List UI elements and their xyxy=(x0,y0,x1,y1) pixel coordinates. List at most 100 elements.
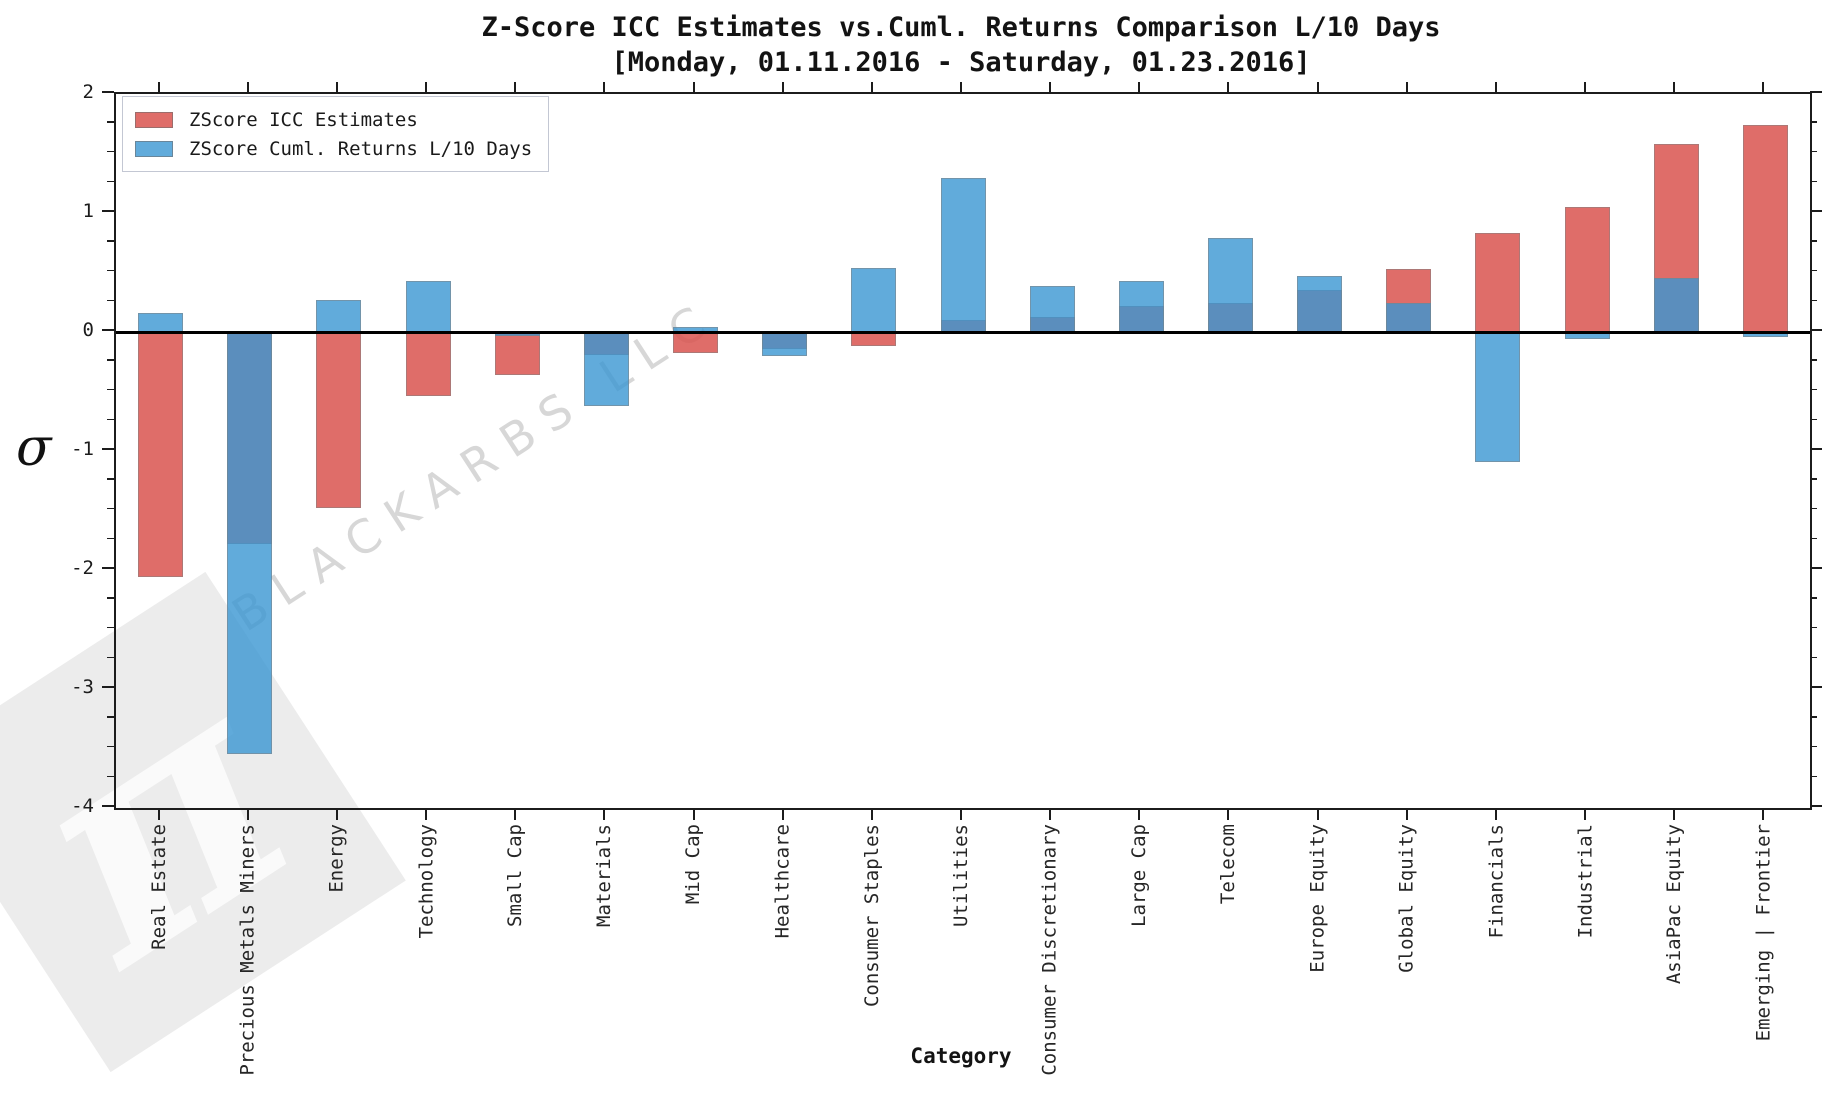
legend-item-returns: ZScore Cuml. Returns L/10 Days xyxy=(135,134,532,163)
x-tick xyxy=(1673,82,1676,92)
x-category-label: Energy xyxy=(325,824,348,893)
x-tick xyxy=(335,82,338,92)
x-tick xyxy=(1405,810,1408,820)
x-tick xyxy=(425,810,428,820)
bar-ret-9 xyxy=(940,178,986,332)
x-category-label: Healthcare xyxy=(771,824,794,939)
bar-ret-13 xyxy=(1297,276,1343,332)
bar-icc-8 xyxy=(851,332,897,347)
legend-label-icc: ZScore ICC Estimates xyxy=(189,108,418,131)
x-category-label: Mid Cap xyxy=(682,824,705,905)
bar-ret-11 xyxy=(1118,280,1164,332)
y-major-tick xyxy=(1810,210,1822,212)
y-minor-tick xyxy=(1810,269,1817,272)
x-tick xyxy=(692,810,695,820)
y-minor-tick xyxy=(1810,537,1817,539)
y-minor-tick xyxy=(1810,359,1817,361)
x-tick xyxy=(1584,82,1587,92)
x-category-label: Precious Metals Miners xyxy=(236,824,259,1076)
y-minor-tick xyxy=(1810,507,1817,510)
x-tick xyxy=(1049,82,1052,92)
x-tick xyxy=(960,82,962,92)
bar-ret-3 xyxy=(405,280,451,332)
y-major-tick xyxy=(1810,686,1822,688)
y-minor-tick xyxy=(1810,597,1817,599)
y-major-tick xyxy=(102,91,114,93)
chart-title-line1: Z-Score ICC Estimates vs.Cuml. Returns C… xyxy=(481,12,1441,43)
x-tick xyxy=(157,82,160,92)
y-tick-label: -1 xyxy=(71,438,94,460)
bar-icc-4 xyxy=(494,332,540,375)
x-tick xyxy=(781,810,784,820)
x-category-label: Consumer Staples xyxy=(860,824,883,1008)
x-tick xyxy=(603,810,606,820)
bar-icc-18 xyxy=(1742,124,1788,332)
y-minor-tick xyxy=(107,388,114,391)
y-tick-label: -4 xyxy=(71,795,94,817)
bar-icc-6 xyxy=(673,332,719,354)
y-major-tick xyxy=(102,210,114,212)
x-axis-title: Category xyxy=(910,1044,1012,1068)
x-tick xyxy=(1584,810,1587,820)
y-major-tick xyxy=(102,805,114,807)
x-tick xyxy=(514,82,517,92)
x-tick xyxy=(1227,82,1230,92)
x-tick xyxy=(246,810,249,820)
x-category-label: AsiaPac Equity xyxy=(1663,824,1686,985)
bar-ret-8 xyxy=(851,267,897,332)
y-minor-tick xyxy=(107,359,114,361)
legend-item-icc: ZScore ICC Estimates xyxy=(135,105,532,134)
y-minor-tick xyxy=(1810,299,1817,301)
y-axis-title: σ xyxy=(16,418,52,478)
y-minor-tick xyxy=(1810,418,1817,420)
y-minor-tick xyxy=(1810,656,1817,658)
y-minor-tick xyxy=(107,775,114,777)
x-category-label: Large Cap xyxy=(1128,824,1151,927)
y-major-tick xyxy=(1810,448,1822,450)
x-category-label: Financials xyxy=(1484,824,1507,939)
legend-swatch-icc xyxy=(135,111,173,128)
y-tick-label: -3 xyxy=(71,676,94,698)
x-category-label: Global Equity xyxy=(1395,824,1418,973)
y-tick-label: 0 xyxy=(82,319,94,341)
x-category-label: Technology xyxy=(415,824,438,939)
bar-icc-2 xyxy=(316,332,362,509)
x-category-label: Europe Equity xyxy=(1306,824,1329,973)
y-tick-label: 2 xyxy=(82,81,94,103)
y-minor-tick xyxy=(107,537,114,539)
x-category-label: Emerging | Frontier xyxy=(1752,824,1775,1042)
x-tick xyxy=(603,82,606,92)
bar-ret-2 xyxy=(316,299,362,332)
x-category-label: Materials xyxy=(593,824,616,927)
x-tick xyxy=(1762,810,1765,820)
y-minor-tick xyxy=(1810,716,1817,718)
x-tick xyxy=(1494,810,1497,820)
bar-icc-16 xyxy=(1564,207,1610,332)
bar-ret-15 xyxy=(1475,332,1521,462)
y-minor-tick xyxy=(1810,121,1817,123)
x-tick xyxy=(157,810,160,820)
x-tick xyxy=(960,810,962,820)
y-minor-tick xyxy=(1810,240,1817,242)
x-tick xyxy=(870,82,873,92)
bar-ret-12 xyxy=(1207,237,1253,332)
legend-swatch-returns xyxy=(135,140,173,157)
y-tick-label: -2 xyxy=(71,557,94,579)
y-major-tick xyxy=(102,329,114,331)
y-tick-label: 1 xyxy=(82,200,94,222)
y-minor-tick xyxy=(107,745,114,748)
y-minor-tick xyxy=(107,478,114,480)
x-tick xyxy=(1316,82,1319,92)
x-tick xyxy=(1049,810,1052,820)
y-minor-tick xyxy=(107,240,114,242)
bar-ret-14 xyxy=(1386,303,1432,332)
bar-ret-1 xyxy=(227,332,273,755)
y-minor-tick xyxy=(107,299,114,301)
y-minor-tick xyxy=(1810,150,1817,153)
y-minor-tick xyxy=(1810,388,1817,391)
x-tick xyxy=(870,810,873,820)
x-category-label: Consumer Discretionary xyxy=(1039,824,1062,1076)
y-minor-tick xyxy=(107,597,114,599)
legend-label-returns: ZScore Cuml. Returns L/10 Days xyxy=(189,137,533,160)
